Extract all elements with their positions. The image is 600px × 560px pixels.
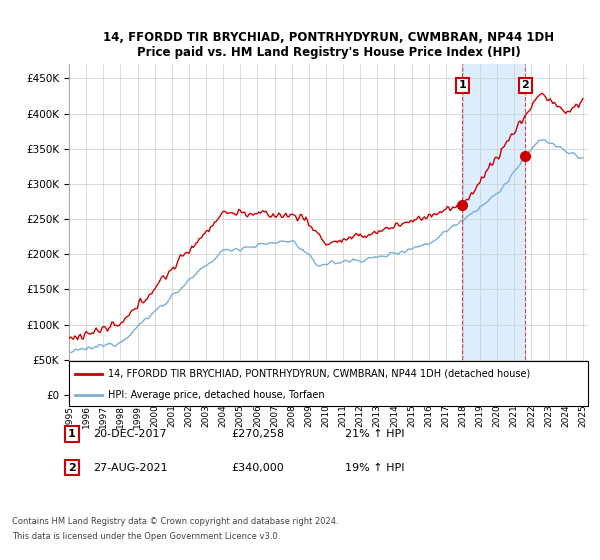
- Text: 2: 2: [68, 463, 76, 473]
- Text: 1: 1: [68, 429, 76, 439]
- Text: 27-AUG-2021: 27-AUG-2021: [93, 463, 167, 473]
- Text: 19% ↑ HPI: 19% ↑ HPI: [345, 463, 404, 473]
- Text: 21% ↑ HPI: 21% ↑ HPI: [345, 429, 404, 439]
- Text: 14, FFORDD TIR BRYCHIAD, PONTRHYDYRUN, CWMBRAN, NP44 1DH (detached house): 14, FFORDD TIR BRYCHIAD, PONTRHYDYRUN, C…: [108, 368, 530, 379]
- Text: £270,258: £270,258: [231, 429, 284, 439]
- Text: 1: 1: [458, 81, 466, 91]
- Text: Contains HM Land Registry data © Crown copyright and database right 2024.: Contains HM Land Registry data © Crown c…: [12, 516, 338, 526]
- Text: 2: 2: [521, 81, 529, 91]
- Text: This data is licensed under the Open Government Licence v3.0.: This data is licensed under the Open Gov…: [12, 532, 280, 541]
- Bar: [462, 64, 526, 395]
- Title: 14, FFORDD TIR BRYCHIAD, PONTRHYDYRUN, CWMBRAN, NP44 1DH
Price paid vs. HM Land : 14, FFORDD TIR BRYCHIAD, PONTRHYDYRUN, C…: [103, 31, 554, 59]
- Text: £340,000: £340,000: [231, 463, 284, 473]
- Text: 20-DEC-2017: 20-DEC-2017: [93, 429, 167, 439]
- Text: HPI: Average price, detached house, Torfaen: HPI: Average price, detached house, Torf…: [108, 390, 325, 400]
